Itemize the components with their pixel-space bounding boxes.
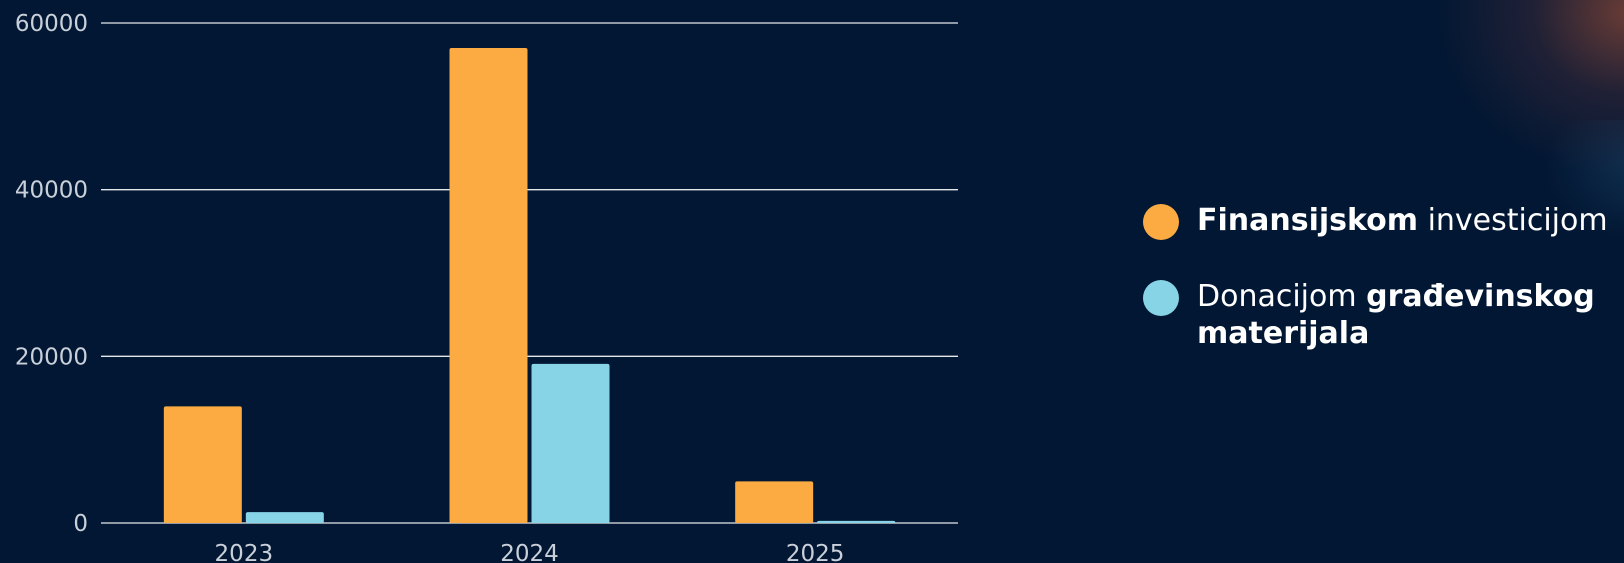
bar-2025-series-2: [817, 520, 896, 523]
chart-legend: Finansijskom investicijom Donacijom građ…: [1143, 202, 1623, 390]
bar-2024-series-1: [449, 48, 528, 523]
y-axis-ticks: 0 20000 40000 60000: [15, 11, 88, 537]
x-tick-label: 2024: [500, 541, 559, 563]
legend-label-financial: Finansijskom investicijom: [1197, 203, 1608, 238]
legend-swatch-financial: [1143, 204, 1179, 240]
legend-item-material: Donacijom građevinskog materijala: [1143, 278, 1623, 352]
legend-item-financial: Finansijskom investicijom: [1143, 202, 1623, 240]
bar-2024-series-2: [531, 363, 610, 523]
y-tick-label: 60000: [15, 11, 88, 37]
bar-2025-series-1: [735, 481, 814, 523]
background-glow: [1434, 0, 1624, 180]
x-axis-ticks: 2023 2024 2025: [215, 541, 845, 563]
bar-chart: 0 20000 40000 60000 2023 2024 2025: [15, 11, 958, 563]
x-tick-label: 2025: [786, 541, 845, 563]
bars: [163, 48, 896, 523]
y-tick-label: 0: [73, 511, 88, 537]
bar-2023-series-2: [245, 512, 324, 523]
gridlines: [101, 22, 958, 524]
legend-label-material: Donacijom građevinskog materijala: [1197, 279, 1595, 351]
legend-swatch-material: [1143, 280, 1179, 316]
y-tick-label: 20000: [15, 344, 88, 370]
y-tick-label: 40000: [15, 178, 88, 204]
x-tick-label: 2023: [215, 541, 274, 563]
bar-2023-series-1: [163, 406, 242, 523]
